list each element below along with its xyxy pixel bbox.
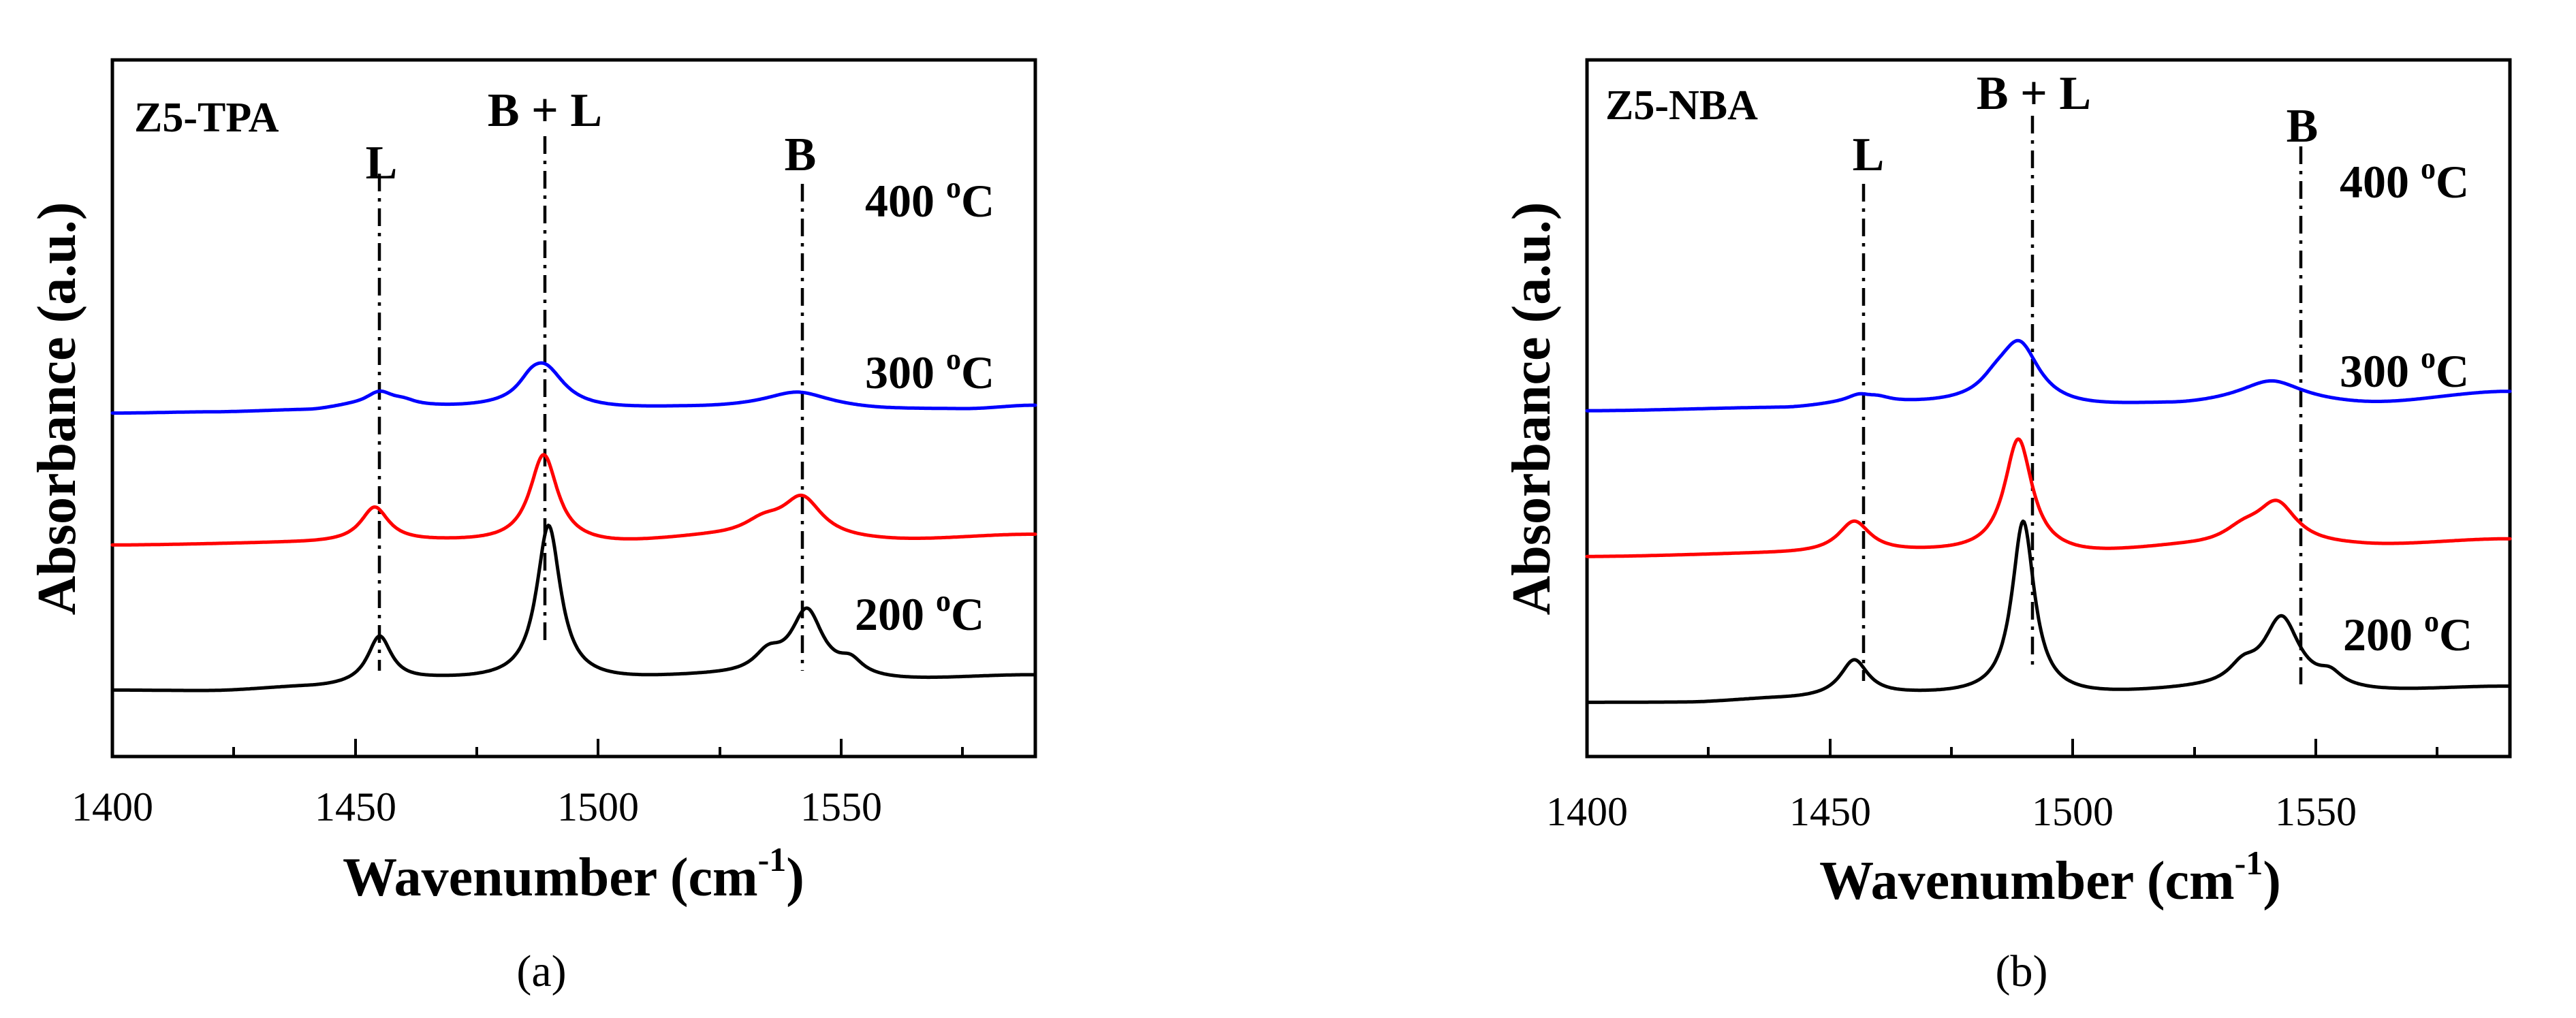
spectrum-200C — [110, 524, 1037, 693]
panel-caption: (b) — [1996, 947, 2048, 996]
temperature-labels: 400 oC 300 oC 200 oC — [855, 171, 994, 640]
temp-label-300C: 300 oC — [865, 343, 994, 398]
peak-label-L: L — [1853, 129, 1885, 181]
spectrum-300C — [110, 453, 1037, 547]
temp-label-400C: 400 oC — [2340, 152, 2469, 208]
peak-label-B: B — [2287, 100, 2319, 153]
peak-marker-labels: L B + L B — [366, 84, 817, 189]
temp-label-200C: 200 oC — [2343, 605, 2472, 661]
spectrum-400C — [1585, 338, 2512, 413]
x-ticks — [1586, 739, 2438, 757]
peak-label-BL: B + L — [1977, 67, 2091, 120]
spectra — [1585, 338, 2512, 704]
sample-label: Z5-NBA — [1605, 82, 1758, 129]
spectrum-300C — [1585, 437, 2512, 558]
spectra — [110, 361, 1037, 693]
x-tick-label: 1550 — [2275, 789, 2357, 834]
panel-a: 1400 1450 1500 1550 Wavenumber (cm-1) Ab… — [27, 58, 1037, 996]
x-axis-label: Wavenumber (cm-1) — [343, 840, 804, 908]
panel-caption: (a) — [516, 947, 566, 996]
x-axis-label: Wavenumber (cm-1) — [1819, 844, 2281, 911]
peak-label-L: L — [366, 137, 398, 189]
x-tick-label: 1400 — [72, 784, 153, 829]
temp-label-400C: 400 oC — [865, 171, 994, 227]
x-tick-label: 1500 — [2032, 789, 2114, 834]
peak-label-B: B — [785, 129, 817, 181]
peak-label-BL: B + L — [488, 84, 602, 137]
temp-label-300C: 300 oC — [2340, 341, 2469, 397]
sample-label: Z5-TPA — [134, 95, 279, 141]
x-ticks — [111, 739, 964, 757]
peak-marker-lines — [377, 136, 804, 671]
x-tick-label: 1400 — [1546, 789, 1628, 834]
temp-label-200C: 200 oC — [855, 584, 984, 640]
y-axis-label: Absorbance (a.u.) — [27, 202, 87, 616]
peak-marker-labels: L B + L B — [1853, 67, 2319, 181]
x-tick-label: 1500 — [557, 784, 639, 829]
plot-frame — [1585, 58, 2512, 759]
panel-b: 1400 1450 1500 1550 Wavenumber (cm-1) Ab… — [1502, 58, 2512, 996]
x-tick-label: 1450 — [1789, 789, 1871, 834]
y-axis-label: Absorbance (a.u.) — [1502, 202, 1562, 616]
spectrum-200C — [1585, 519, 2512, 704]
x-tick-label: 1450 — [315, 784, 396, 829]
spectrum-400C — [110, 361, 1037, 415]
temperature-labels: 400 oC 300 oC 200 oC — [2340, 152, 2472, 661]
x-tick-labels: 1400 1450 1500 1550 — [72, 784, 882, 829]
x-tick-labels: 1400 1450 1500 1550 — [1546, 789, 2357, 834]
x-tick-label: 1550 — [800, 784, 882, 829]
plot-frame — [110, 58, 1037, 759]
